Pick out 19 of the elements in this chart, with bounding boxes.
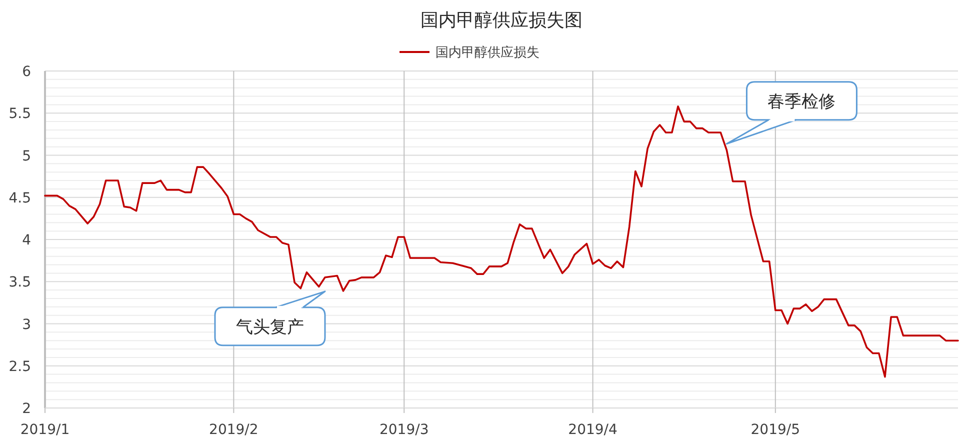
- x-tick-label: 2019/4: [568, 422, 618, 438]
- y-tick-label: 3: [22, 316, 31, 333]
- legend-label: 国内甲醇供应损失: [436, 44, 540, 60]
- y-tick-label: 5: [22, 148, 31, 164]
- annotation: 春季检修: [768, 92, 836, 112]
- y-tick-label: 4.5: [8, 190, 31, 206]
- legend: 国内甲醇供应损失: [400, 46, 540, 60]
- x-tick-label: 2019/5: [750, 422, 800, 438]
- y-tick-label: 3.5: [8, 274, 31, 291]
- y-tick-label: 6: [22, 64, 32, 80]
- chart-title: 国内甲醇供应损失图: [420, 10, 582, 31]
- x-tick-label: 2019/2: [209, 422, 258, 438]
- x-tick-label: 2019/1: [20, 422, 70, 438]
- y-tick-label: 5.5: [8, 106, 31, 122]
- y-tick-label: 4: [22, 232, 32, 248]
- y-tick-label: 2: [22, 401, 31, 417]
- x-tick-label: 2019/3: [379, 422, 429, 438]
- annotation: 气头复产: [236, 317, 304, 338]
- y-tick-label: 2.5: [8, 358, 31, 375]
